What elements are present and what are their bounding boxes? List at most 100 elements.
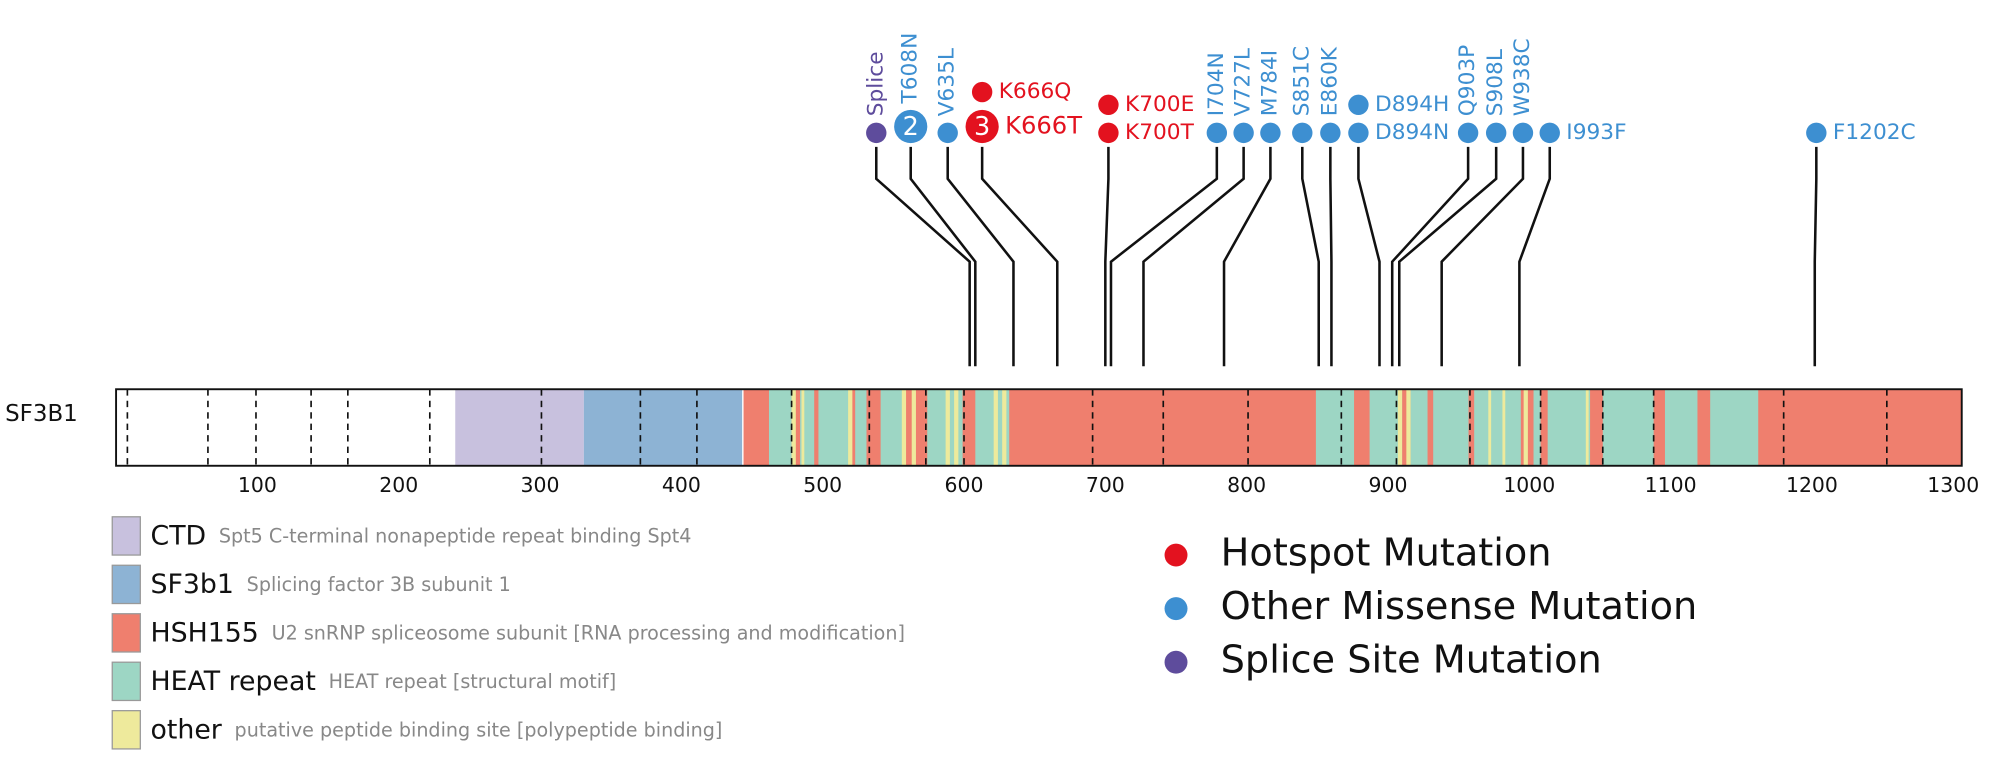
domain	[1406, 389, 1411, 466]
x-tick-label: 900	[1369, 473, 1408, 497]
mutation-marker	[1260, 122, 1281, 144]
domain	[1664, 389, 1698, 466]
mutation-label: K666Q	[999, 79, 1072, 104]
mutation-label: W938C	[1510, 38, 1535, 116]
connector	[1329, 146, 1333, 367]
connector	[909, 146, 977, 367]
mutation-marker	[894, 109, 928, 144]
domain	[1523, 389, 1528, 466]
legend-swatch	[111, 710, 141, 750]
connector	[1390, 146, 1470, 367]
mutation-label: S908L	[1483, 49, 1508, 116]
domain	[855, 389, 867, 466]
legend-description: U2 snRNP spliceosome subunit [RNA proces…	[272, 622, 905, 645]
domain	[1533, 389, 1541, 466]
connector	[980, 146, 1059, 367]
connector	[1518, 146, 1552, 367]
mutation-label: I704N	[1204, 52, 1229, 116]
domain	[911, 389, 916, 466]
legend-description: HEAT repeat [structural motif]	[329, 670, 617, 693]
domain	[1502, 389, 1506, 466]
x-tick-label: 1200	[1786, 473, 1838, 497]
domain	[1547, 389, 1591, 466]
legend-label: Hotspot Mutation	[1221, 531, 1552, 576]
x-tick-label: 1100	[1645, 473, 1697, 497]
mutation-label: K666T	[1005, 111, 1082, 139]
legend-label: Other Missense Mutation	[1221, 584, 1698, 629]
domain	[1474, 389, 1521, 466]
mutation-marker	[937, 122, 958, 144]
mutation-label: S851C	[1289, 46, 1314, 116]
mutation-marker	[1098, 94, 1119, 116]
connector	[1104, 146, 1110, 367]
domain	[1410, 389, 1428, 466]
mutation-count: 2	[903, 112, 919, 142]
connector	[1440, 146, 1525, 367]
x-tick-label: 200	[379, 473, 418, 497]
x-tick-label: 600	[945, 473, 984, 497]
mutation-marker	[1457, 122, 1479, 144]
legend-name: other	[151, 715, 222, 746]
domain	[1710, 389, 1759, 466]
protein-outline	[115, 388, 1963, 467]
domain	[993, 389, 998, 466]
legend-swatch	[111, 613, 141, 653]
mutation-count: 3	[974, 112, 990, 142]
mutation-label: K700T	[1125, 120, 1195, 145]
domain	[801, 389, 805, 466]
mutation-marker	[1485, 122, 1507, 144]
x-tick-label: 500	[803, 473, 842, 497]
domain	[954, 389, 959, 466]
domain	[1585, 389, 1589, 466]
legend-marker	[1164, 543, 1188, 567]
mutation-marker	[866, 122, 887, 144]
connector	[1357, 146, 1381, 367]
x-tick-label: 700	[1086, 473, 1125, 497]
legend-marker	[1164, 650, 1188, 674]
domain	[1602, 389, 1654, 466]
mutation-marker	[1539, 122, 1560, 144]
legend-name: SF3b1	[151, 569, 234, 600]
legend-marker	[1164, 597, 1188, 621]
mutation-label: K700E	[1125, 92, 1194, 117]
domain	[901, 389, 907, 466]
domain	[1433, 389, 1469, 466]
x-tick-label: 1300	[1927, 473, 1979, 497]
domain	[880, 389, 905, 466]
legend-swatch	[111, 516, 141, 556]
mutation-marker	[1233, 122, 1254, 144]
connector	[875, 146, 971, 367]
mutation-label: Splice	[863, 51, 888, 116]
mutation-label: T608N	[898, 33, 923, 105]
domain	[455, 389, 584, 466]
mutation-marker	[1206, 122, 1228, 144]
legend-name: HSH155	[151, 618, 259, 649]
mutation-marker	[965, 109, 999, 144]
mutation-label: V727L	[1231, 48, 1256, 116]
mutation-marker	[1098, 122, 1119, 144]
mutation-marker	[971, 81, 993, 103]
legend-swatch	[111, 564, 141, 605]
x-tick-label: 1000	[1503, 473, 1555, 497]
mutation-marker	[1292, 122, 1313, 144]
mutation-marker	[1806, 122, 1827, 144]
connector	[946, 146, 1015, 367]
mutation-marker	[1348, 94, 1369, 116]
legend-name: HEAT repeat	[151, 666, 316, 697]
x-tick-label: 800	[1227, 473, 1266, 497]
domain	[1002, 389, 1007, 466]
domain	[768, 389, 792, 466]
domain	[1397, 389, 1403, 466]
connector	[1142, 146, 1245, 367]
legend-label: Splice Site Mutation	[1221, 638, 1602, 683]
legend-description: Splicing factor 3B subunit 1	[247, 573, 511, 596]
connector	[1301, 146, 1320, 367]
mutation-marker	[1512, 122, 1534, 144]
domain	[583, 389, 743, 466]
mutation-label: E860K	[1317, 46, 1342, 116]
protein-label: SF3B1	[5, 401, 78, 427]
connector	[1109, 146, 1219, 367]
mutation-label: D894N	[1375, 120, 1449, 145]
domain	[848, 389, 853, 466]
